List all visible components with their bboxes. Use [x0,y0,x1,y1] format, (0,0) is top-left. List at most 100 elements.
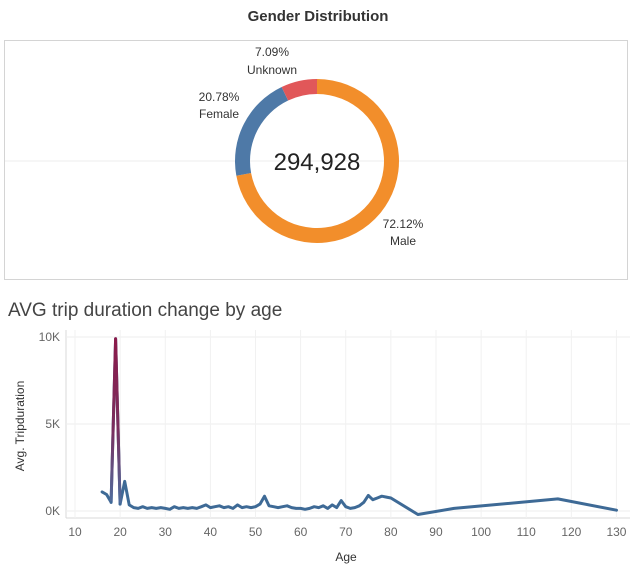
data-point[interactable] [114,337,117,340]
slice-label-unknown-name: Unknown [247,63,297,77]
data-point[interactable] [321,504,325,508]
data-point[interactable] [146,507,149,510]
slice-label-female-pct: 20.78% [199,90,240,104]
data-point[interactable] [615,508,618,512]
data-point[interactable] [236,503,239,507]
data-point[interactable] [231,507,235,510]
donut-panel [4,40,628,280]
donut-slice-unknown[interactable] [281,79,317,101]
data-point[interactable] [254,505,257,508]
data-point[interactable] [358,504,361,508]
data-point[interactable] [141,505,144,508]
y-tick-label: 10K [39,330,60,344]
x-tick-label: 20 [113,525,127,539]
data-point[interactable] [272,505,275,508]
data-point[interactable] [556,497,560,501]
data-point[interactable] [380,495,384,498]
data-point[interactable] [118,502,122,506]
data-point[interactable] [303,508,307,511]
x-tick-label: 130 [606,525,626,539]
slice-label-unknown-pct: 7.09% [255,45,289,59]
data-point[interactable] [290,506,293,509]
data-point[interactable] [452,507,456,510]
x-tick-label: 60 [294,525,308,539]
series-line[interactable] [100,337,618,516]
series-peak-highlight [109,337,122,506]
data-point[interactable] [209,506,212,509]
data-point[interactable] [150,506,153,509]
data-point[interactable] [308,507,311,510]
y-tick-label: 5K [45,417,60,431]
data-point[interactable] [222,506,226,509]
data-point[interactable] [245,505,248,508]
data-point[interactable] [344,505,347,508]
data-point[interactable] [155,507,158,510]
x-tick-label: 110 [517,525,536,539]
data-point[interactable] [159,506,162,509]
data-point[interactable] [127,503,131,507]
donut-total-label: 294,928 [274,149,361,176]
data-point[interactable] [123,480,126,483]
data-point[interactable] [340,499,343,502]
data-point[interactable] [186,507,190,510]
data-point[interactable] [349,507,352,510]
data-point[interactable] [285,504,289,508]
x-axis-label: Age [335,550,357,564]
donut-chart: 294,928 7.09% Unknown 20.78% Female 72.1… [5,45,627,248]
x-tick-label: 70 [339,525,353,539]
data-point[interactable] [385,495,388,499]
data-point[interactable] [312,505,316,508]
data-point[interactable] [362,501,365,504]
data-point[interactable] [105,493,108,496]
line-chart-title: AVG trip duration change by age [8,300,283,321]
data-point[interactable] [367,494,370,497]
slice-label-male-name: Male [390,234,416,248]
data-point[interactable] [200,505,203,508]
data-point[interactable] [227,505,230,508]
data-point[interactable] [371,498,375,501]
x-tick-label: 120 [561,525,581,539]
data-point[interactable] [299,507,302,510]
data-point[interactable] [182,506,185,509]
data-point[interactable] [218,504,221,508]
data-point[interactable] [294,507,298,510]
data-point[interactable] [335,506,338,509]
data-point[interactable] [249,506,253,509]
data-point[interactable] [164,507,167,510]
data-point[interactable] [109,501,113,504]
x-tick-label: 100 [471,525,491,539]
data-point[interactable] [353,506,356,509]
data-point[interactable] [389,496,393,500]
x-tick-label: 80 [384,525,398,539]
donut-chart-title: Gender Distribution [247,8,389,25]
data-point[interactable] [191,506,194,509]
data-point[interactable] [195,507,199,510]
x-tick-label: 10 [68,525,82,539]
data-point[interactable] [267,504,271,508]
slice-label-female-name: Female [199,107,239,121]
donut-slice-female[interactable] [235,87,289,176]
data-point[interactable] [317,506,320,509]
data-point[interactable] [132,506,135,509]
x-tick-label: 90 [429,525,443,539]
data-point[interactable] [263,495,266,498]
data-point[interactable] [204,503,208,507]
data-point[interactable] [326,507,329,510]
data-point[interactable] [331,503,334,507]
data-point[interactable] [376,496,379,500]
data-point[interactable] [168,508,171,511]
data-point[interactable] [276,506,280,509]
data-point[interactable] [416,513,420,516]
data-point[interactable] [213,505,217,508]
data-point[interactable] [258,502,262,506]
y-tick-label: 0K [45,504,60,518]
x-tick-label: 40 [204,525,218,539]
data-point[interactable] [240,506,244,509]
data-point[interactable] [281,505,284,508]
slice-label-male-pct: 72.12% [383,217,424,231]
data-point[interactable] [177,507,180,510]
data-point[interactable] [173,505,176,508]
data-point[interactable] [100,490,104,494]
data-point[interactable] [136,507,140,510]
